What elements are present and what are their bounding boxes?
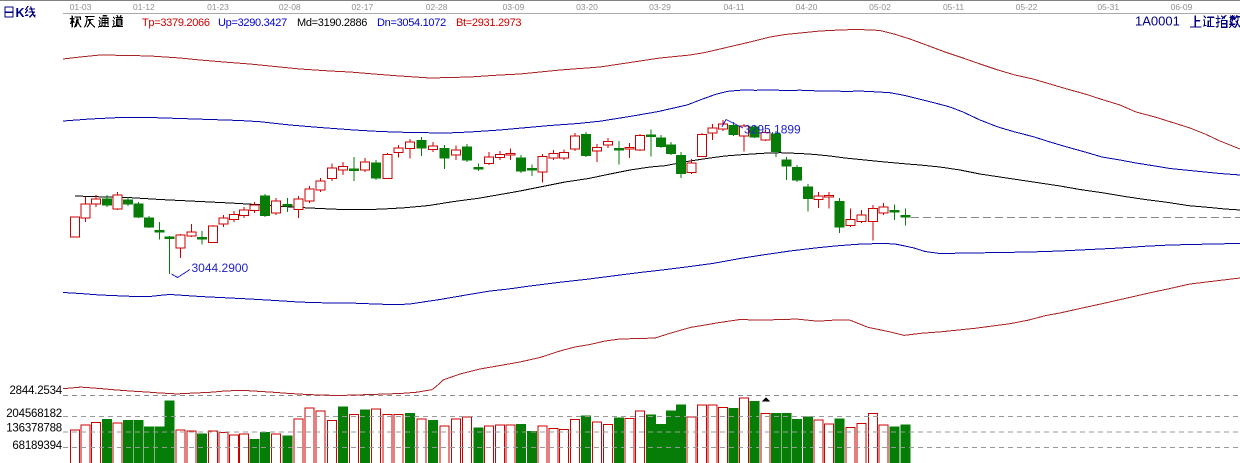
svg-text:01-23: 01-23 — [207, 2, 229, 12]
svg-text:K: K — [16, 6, 25, 20]
svg-text:Md=3190.2886: Md=3190.2886 — [297, 17, 367, 29]
svg-text:05-11: 05-11 — [943, 2, 964, 12]
svg-text:204568182: 204568182 — [6, 408, 62, 420]
svg-text:04-11: 04-11 — [723, 2, 744, 12]
svg-text:05-02: 05-02 — [869, 2, 891, 12]
svg-text:Tp=3379.2066: Tp=3379.2066 — [142, 17, 210, 29]
svg-text:03-20: 03-20 — [576, 2, 598, 12]
svg-text:04-20: 04-20 — [796, 2, 818, 12]
svg-text:01-12: 01-12 — [133, 2, 155, 12]
svg-text:03-29: 03-29 — [649, 2, 671, 12]
svg-text:136378788: 136378788 — [6, 423, 62, 435]
svg-text:02-08: 02-08 — [279, 2, 301, 12]
svg-text:01-03: 01-03 — [70, 2, 92, 12]
svg-text:3295.1899: 3295.1899 — [744, 123, 801, 137]
svg-text:3044.2900: 3044.2900 — [192, 261, 249, 275]
svg-text:02-28: 02-28 — [426, 2, 448, 12]
svg-text:Dn=3054.1072: Dn=3054.1072 — [377, 17, 446, 29]
svg-text:Up=3290.3427: Up=3290.3427 — [218, 17, 287, 29]
svg-text:02-17: 02-17 — [352, 2, 374, 12]
svg-text:1A0001: 1A0001 — [1135, 14, 1180, 29]
svg-text:03-09: 03-09 — [503, 2, 525, 12]
svg-text:2844.2534: 2844.2534 — [9, 385, 62, 397]
svg-text:05-31: 05-31 — [1097, 2, 1119, 12]
svg-text:05-22: 05-22 — [1016, 2, 1038, 12]
svg-text:Bt=2931.2973: Bt=2931.2973 — [456, 17, 521, 29]
svg-text:06-09: 06-09 — [1171, 2, 1193, 12]
svg-text:68189394: 68189394 — [12, 440, 62, 452]
